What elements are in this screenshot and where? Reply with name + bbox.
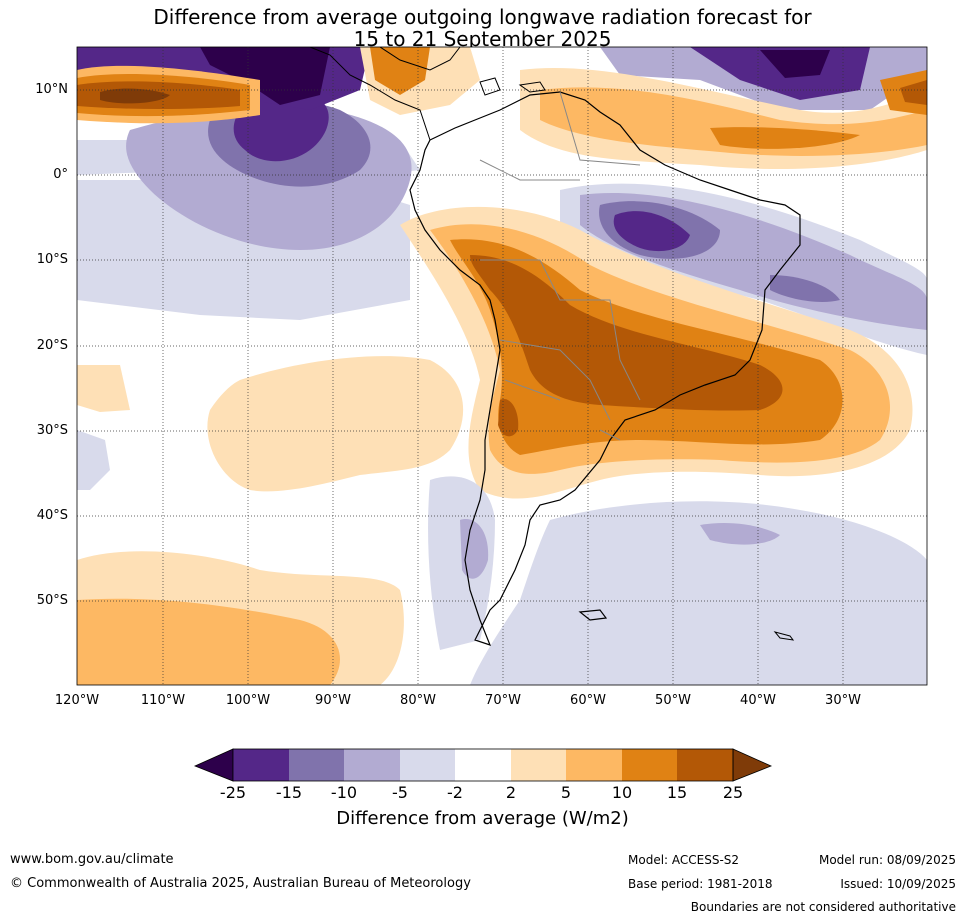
anomaly-field: [77, 47, 927, 685]
lat-label-40s: 40°S: [36, 508, 68, 523]
patagonia-purple-region: [460, 519, 489, 579]
lat-label-10n: 10°N: [35, 82, 68, 97]
lon-label-100w: 100°W: [225, 693, 271, 708]
colorbar-tick-label: 2: [505, 783, 517, 802]
caribbean-islands: [479, 77, 546, 96]
latitude-gridlines: [77, 89, 927, 602]
copyright-text: © Commonwealth of Australia 2025, Austra…: [10, 876, 471, 891]
colorbar-tick-label: 25: [722, 783, 744, 802]
colorbar-bin: [344, 749, 400, 781]
south-america-brown-west: [498, 399, 519, 437]
patagonia-light-purple-region: [428, 476, 495, 650]
north-atlantic-darkest-purple-region: [760, 50, 830, 78]
map-frame: [76, 46, 928, 686]
base-period-text: Base period: 1981-2018: [628, 877, 773, 891]
model-run-text: Model run: 08/09/2025: [818, 853, 956, 867]
colorbar-tick-label: -10: [330, 783, 358, 802]
colorbar-extend-high: [732, 748, 773, 782]
colorbar-bin: [289, 749, 344, 781]
south-america-coastline: [409, 91, 801, 646]
lon-label-40w: 40°W: [740, 693, 776, 708]
south-atlantic-light-purple-region: [470, 501, 927, 685]
colorbar-bin: [622, 749, 677, 781]
brazil-dark-purple-region: [613, 211, 690, 252]
lat-label-20s: 20°S: [36, 338, 68, 353]
disclaimer-text: Boundaries are not considered authoritat…: [690, 900, 956, 914]
map-title-line1: Difference from average outgoing longwav…: [153, 5, 812, 29]
lat-label-30s: 30°S: [36, 423, 68, 438]
lon-label-60w: 60°W: [570, 693, 606, 708]
pacific-darkest-core-10n: [100, 88, 170, 104]
map-title-line2: 15 to 21 September 2025: [353, 27, 612, 51]
southern-ocean-orange-region: [77, 598, 340, 685]
issued-text: Issued: 10/09/2025: [840, 877, 956, 891]
colorbar-tick-label: -15: [275, 783, 303, 802]
lon-label-50w: 50°W: [655, 693, 691, 708]
colorbar-extend-low: [193, 748, 234, 782]
lat-label-0: 0°: [53, 167, 68, 182]
colorbar: [193, 748, 773, 782]
central-america-dark-orange-region: [370, 47, 430, 95]
south-georgia-island: [773, 631, 795, 641]
colorbar-tick-label: -5: [392, 783, 408, 802]
lat-label-50s: 50°S: [36, 593, 68, 608]
colorbar-bin: [511, 749, 566, 781]
colorbar-bin: [400, 749, 455, 781]
colorbar-bin: [566, 749, 622, 781]
lon-label-120w: 120°W: [54, 693, 100, 708]
colorbar-tick-label: -25: [219, 783, 247, 802]
longitude-gridlines: [162, 47, 844, 685]
atlantic-brown-east: [900, 80, 927, 105]
bom-website-link[interactable]: www.bom.gov.au/climate: [10, 852, 174, 867]
country-borders: [479, 91, 641, 441]
colorbar-tick-label: 10: [611, 783, 633, 802]
colorbar-bin: [455, 749, 511, 781]
lat-label-10s: 10°S: [36, 252, 68, 267]
north-pacific-darkest-purple-region: [200, 47, 330, 105]
west-pacific-light-orange-region: [77, 365, 130, 412]
atlantic-mid-purple-region: [770, 275, 840, 302]
lon-label-80w: 80°W: [400, 693, 436, 708]
model-text: Model: ACCESS-S2: [628, 853, 740, 867]
colorbar-tick-label: -2: [447, 783, 463, 802]
south-america-brown-core: [470, 255, 783, 411]
colorbar-bin: [677, 749, 733, 781]
lon-label-70w: 70°W: [485, 693, 521, 708]
atlantic-dark-orange-band: [710, 127, 860, 149]
lon-label-110w: 110°W: [140, 693, 186, 708]
south-atlantic-purple-region: [700, 523, 780, 545]
colorbar-tick-label: 5: [560, 783, 572, 802]
southeast-pacific-light-orange-region: [207, 356, 464, 492]
lon-label-30w: 30°W: [825, 693, 861, 708]
colorbar-title: Difference from average (W/m2): [336, 808, 629, 829]
colorbar-tick-label: 15: [666, 783, 688, 802]
colorbar-frame: [232, 748, 734, 782]
lon-label-90w: 90°W: [315, 693, 351, 708]
far-west-light-purple-region: [77, 430, 110, 490]
falkland-islands: [578, 609, 608, 621]
colorbar-bin: [233, 749, 289, 781]
central-america-coastline: [309, 47, 461, 141]
